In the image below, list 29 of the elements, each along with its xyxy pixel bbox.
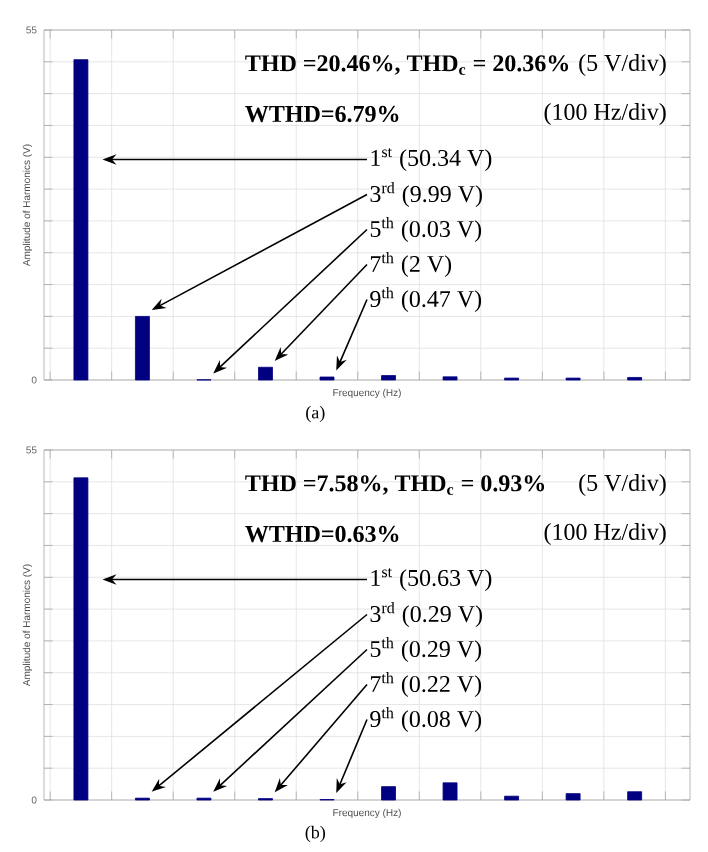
bar [442, 782, 458, 801]
bar [135, 316, 150, 381]
text: (b) [305, 825, 326, 843]
annotation: (100 Hz/div) [544, 103, 666, 125]
annotation: 3$^{rd}$ (9.99 V) [370, 182, 482, 207]
bar [381, 375, 396, 381]
text: THD =20.46%, THD$_{c}$ = 20.36% [245, 55, 569, 75]
annotation: 7$^{th}$ (0.22 V) [370, 672, 482, 697]
text: (a) [306, 405, 325, 423]
annotation: (5 V/div) [579, 474, 666, 496]
bar [381, 786, 396, 801]
text: THD =7.58%, THD$_{c}$ = 0.93% [245, 475, 545, 495]
bar [565, 793, 581, 801]
annotation: 5$^{th}$ (0.03 V) [370, 217, 482, 242]
bar [258, 366, 273, 381]
annotation: WTHD=6.79% [245, 105, 399, 123]
annotation: (5 V/div) [579, 54, 666, 76]
annotation: 7$^{th}$ (2 V) [370, 252, 452, 277]
annotation: 1$^{st}$ (50.34 V) [371, 148, 492, 171]
annotation: (100 Hz/div) [544, 523, 666, 545]
annotation: 9$^{th}$ (0.08 V) [370, 707, 482, 732]
annotation: 9$^{th}$ (0.47 V) [370, 287, 482, 312]
bar [73, 477, 89, 801]
bar [73, 59, 89, 381]
bar [627, 791, 643, 801]
annotation: 5$^{th}$ (0.29 V) [370, 637, 482, 662]
annotation: 1$^{st}$ (50.63 V) [371, 568, 492, 591]
annotation: WTHD=0.63% [245, 525, 399, 543]
annotation: 3$^{rd}$ (0.29 V) [370, 602, 482, 627]
